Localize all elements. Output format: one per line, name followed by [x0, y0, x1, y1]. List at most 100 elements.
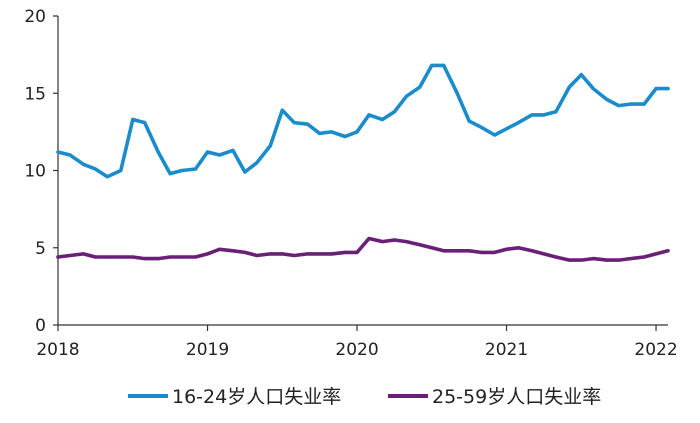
- data-point-series-2: [231, 249, 235, 253]
- data-point-series-2: [516, 246, 521, 250]
- data-point-series-1: [654, 87, 658, 91]
- data-point-series-1: [567, 85, 571, 89]
- y-tick-label: 20: [24, 7, 46, 27]
- data-point-series-2: [367, 236, 371, 241]
- data-point-series-2: [542, 252, 546, 256]
- data-point-series-1: [392, 110, 396, 114]
- data-point-series-2: [330, 252, 334, 256]
- data-point-series-1: [542, 113, 546, 117]
- data-point-series-2: [617, 258, 621, 262]
- data-point-series-2: [205, 252, 210, 256]
- y-tick-label: 10: [24, 162, 46, 182]
- data-point-series-2: [168, 255, 172, 259]
- data-point-series-1: [105, 175, 109, 179]
- data-point-series-2: [355, 250, 359, 254]
- data-point-series-2: [193, 255, 198, 259]
- x-tick-label: 2022: [634, 340, 677, 360]
- axes: 0 5 10 15 20 2018 2019 2020 2021 2022: [24, 7, 677, 360]
- data-point-series-2: [455, 249, 459, 253]
- data-point-series-2: [430, 246, 434, 250]
- data-point-series-2: [105, 255, 109, 259]
- x-tick-label: 2020: [335, 340, 378, 360]
- data-point-series-1: [666, 87, 670, 91]
- series-lines: [56, 63, 670, 262]
- data-point-series-2: [642, 255, 646, 259]
- data-point-series-1: [180, 168, 184, 173]
- data-point-series-1: [530, 113, 534, 117]
- data-point-series-2: [81, 252, 85, 256]
- data-point-series-1: [404, 94, 408, 98]
- data-point-series-2: [268, 252, 272, 256]
- data-point-series-2: [380, 240, 384, 244]
- data-point-series-1: [343, 134, 347, 139]
- data-point-series-2: [442, 249, 446, 253]
- data-point-series-1: [516, 121, 521, 125]
- series-line-1: [56, 63, 670, 179]
- data-point-series-1: [143, 121, 147, 125]
- data-point-series-2: [554, 255, 558, 259]
- legend: 16-24岁人口失业率 25-59岁人口失业率: [128, 386, 601, 408]
- data-point-series-1: [217, 153, 222, 157]
- data-point-series-2: [93, 255, 97, 259]
- data-point-series-2: [579, 258, 583, 262]
- data-point-series-2: [143, 257, 147, 261]
- data-point-series-1: [193, 167, 198, 171]
- data-point-series-2: [68, 253, 72, 258]
- data-point-series-2: [654, 252, 658, 256]
- data-point-series-2: [306, 252, 310, 256]
- y-tick-label: 15: [24, 84, 46, 104]
- legend-label-1: 16-24岁人口失业率: [172, 386, 341, 408]
- data-point-series-1: [330, 130, 334, 134]
- data-point-series-1: [168, 172, 172, 176]
- data-point-series-2: [280, 252, 284, 256]
- y-tick-label: 5: [35, 239, 46, 259]
- series-line-2: [56, 236, 670, 262]
- data-point-series-2: [629, 257, 633, 261]
- legend-label-2: 25-59岁人口失业率: [432, 386, 601, 408]
- data-point-series-2: [666, 249, 670, 253]
- data-point-series-2: [404, 240, 408, 244]
- data-point-series-1: [231, 148, 235, 152]
- data-point-series-1: [81, 162, 85, 166]
- data-point-series-2: [493, 250, 497, 254]
- data-point-series-1: [380, 117, 384, 122]
- data-point-series-1: [355, 130, 359, 134]
- data-point-series-1: [442, 63, 446, 67]
- data-point-series-1: [367, 113, 371, 117]
- data-point-series-1: [93, 167, 97, 171]
- data-point-series-1: [268, 144, 272, 148]
- data-point-series-2: [292, 253, 296, 258]
- x-tick-label: 2019: [186, 340, 229, 360]
- data-point-series-2: [255, 253, 259, 258]
- data-point-series-1: [455, 91, 459, 95]
- data-point-series-1: [318, 131, 322, 135]
- data-point-series-2: [56, 255, 60, 259]
- data-point-series-1: [579, 73, 583, 77]
- data-point-series-2: [504, 247, 509, 251]
- data-point-series-1: [493, 133, 497, 137]
- data-point-series-1: [467, 119, 471, 123]
- data-point-series-1: [504, 127, 509, 131]
- data-point-series-1: [605, 97, 609, 101]
- data-point-series-2: [217, 247, 222, 251]
- data-point-series-1: [554, 110, 558, 114]
- data-point-series-1: [292, 121, 296, 125]
- data-point-series-2: [243, 250, 247, 254]
- data-point-series-2: [318, 252, 322, 256]
- data-point-series-1: [479, 125, 483, 129]
- data-point-series-2: [418, 243, 422, 247]
- data-point-series-2: [567, 258, 571, 262]
- data-point-series-2: [131, 255, 135, 259]
- data-point-series-1: [56, 150, 60, 154]
- data-point-series-2: [180, 255, 184, 259]
- data-point-series-2: [591, 257, 595, 261]
- x-tick-label: 2021: [485, 340, 528, 360]
- y-tick-label: 0: [35, 316, 46, 336]
- data-point-series-2: [605, 258, 609, 262]
- data-point-series-1: [280, 108, 284, 112]
- data-point-series-2: [530, 249, 534, 253]
- data-point-series-1: [591, 87, 595, 91]
- data-point-series-1: [617, 104, 621, 108]
